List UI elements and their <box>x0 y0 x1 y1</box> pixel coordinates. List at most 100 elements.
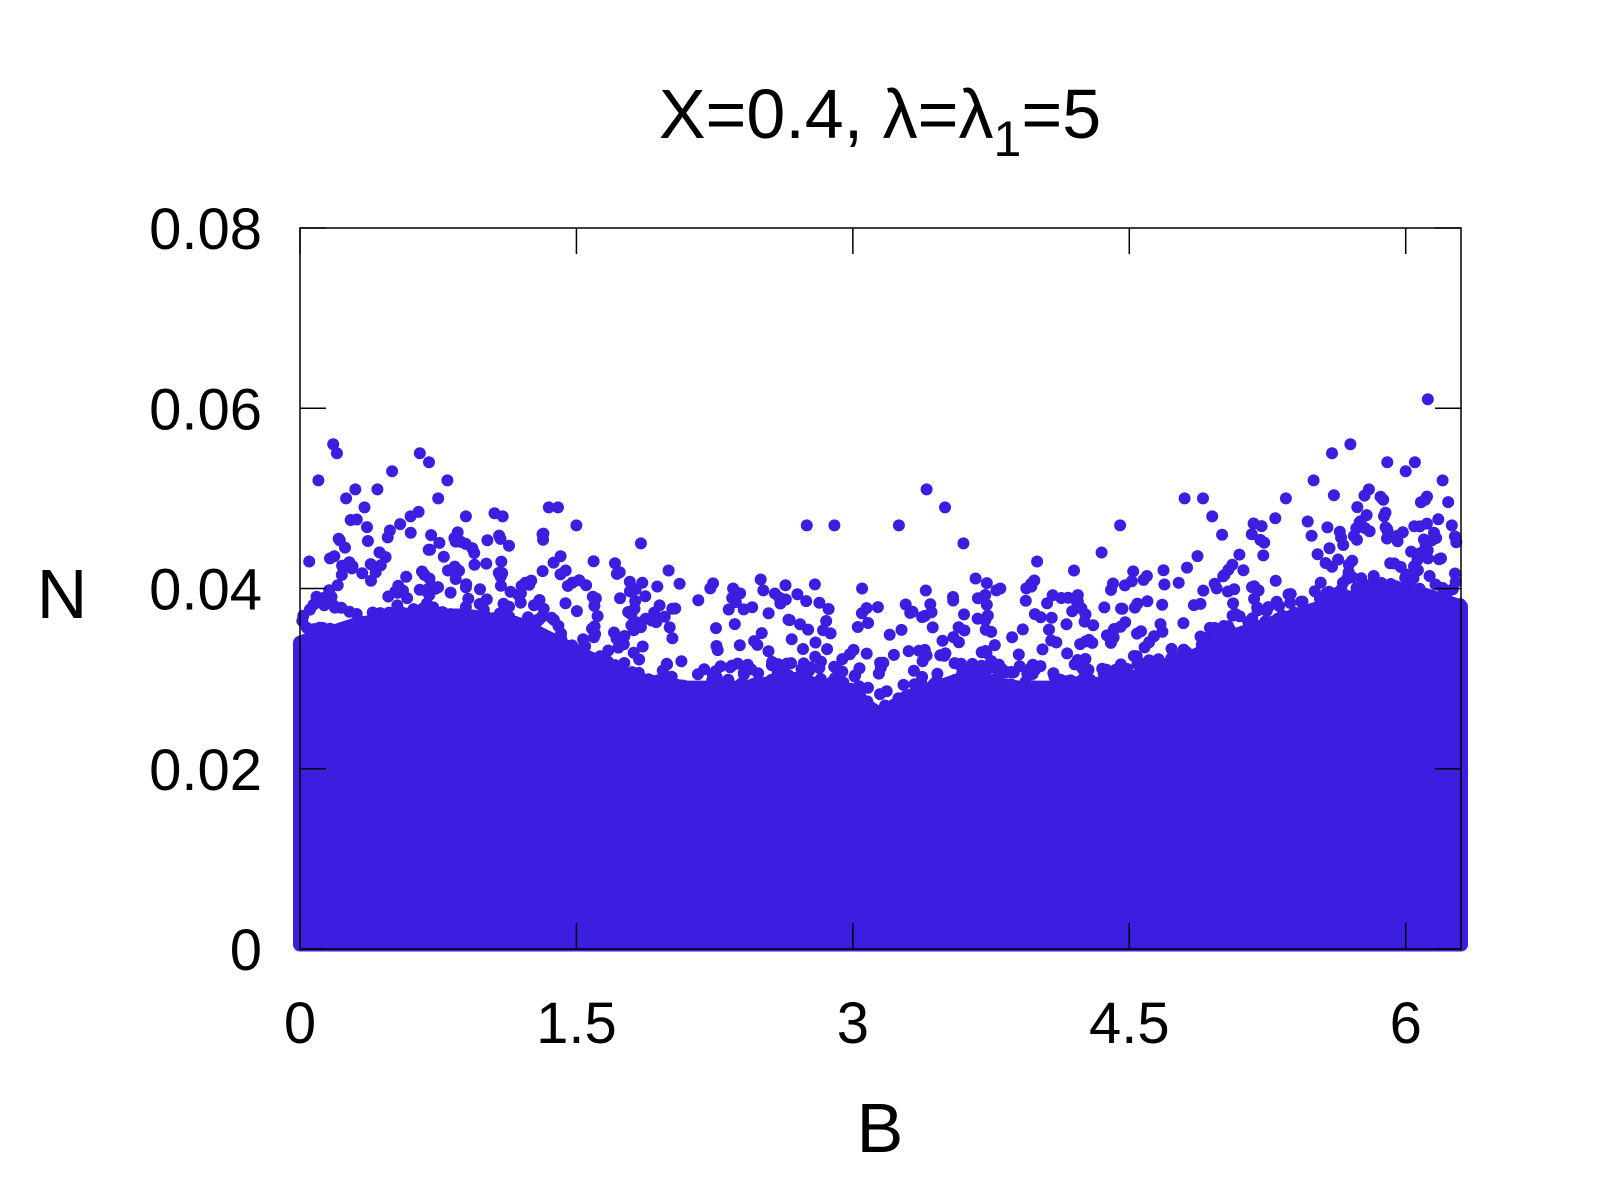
data-point-outlier <box>727 582 740 595</box>
data-point <box>617 638 630 651</box>
data-point <box>1133 669 1146 682</box>
data-point <box>953 659 966 671</box>
data-point <box>1195 638 1208 651</box>
data-point <box>809 636 822 649</box>
data-point <box>391 586 404 599</box>
data-point <box>1143 636 1156 649</box>
data-point <box>361 521 373 534</box>
data-point <box>1197 584 1210 597</box>
data-point-outlier <box>1436 474 1449 487</box>
data-point <box>407 603 420 616</box>
data-point <box>692 594 705 607</box>
data-point <box>1107 577 1119 590</box>
data-point <box>813 596 826 609</box>
data-point <box>652 674 665 687</box>
data-point <box>748 635 761 648</box>
data-point-outlier <box>386 465 399 478</box>
data-point <box>975 659 988 672</box>
data-point <box>777 668 789 681</box>
data-point <box>1066 605 1079 618</box>
data-point <box>661 658 673 671</box>
data-point <box>448 532 461 545</box>
data-point <box>425 529 438 542</box>
data-point <box>602 644 615 657</box>
data-point-outlier <box>303 555 316 568</box>
data-point <box>561 579 574 592</box>
data-point <box>808 578 821 591</box>
chart-title: X=0.4, λ=λ1=5 <box>659 75 1101 167</box>
data-point <box>1034 611 1047 624</box>
data-point <box>1433 553 1445 566</box>
data-point <box>1194 597 1207 610</box>
data-point <box>913 644 925 657</box>
data-point <box>1215 635 1228 647</box>
data-point <box>1006 631 1019 644</box>
data-point <box>1296 595 1309 608</box>
data-point <box>1423 570 1436 582</box>
data-point <box>344 619 357 632</box>
data-point-outlier <box>1408 456 1421 469</box>
data-point <box>907 664 920 677</box>
data-point <box>779 579 792 592</box>
data-point <box>394 518 407 531</box>
data-point <box>860 647 873 660</box>
data-point <box>1210 582 1223 595</box>
data-point <box>1137 573 1150 586</box>
data-point <box>1233 548 1246 561</box>
data-point <box>994 667 1007 680</box>
data-point <box>432 581 445 594</box>
data-point <box>1347 530 1360 542</box>
data-point <box>785 657 797 670</box>
data-point <box>949 673 961 686</box>
data-point <box>1430 532 1443 544</box>
data-point <box>1020 582 1033 595</box>
data-point <box>772 658 784 671</box>
data-point <box>1305 529 1318 542</box>
data-point <box>1449 567 1461 580</box>
data-point <box>1314 576 1327 589</box>
data-point <box>1284 596 1297 609</box>
data-point <box>1217 570 1230 583</box>
data-point <box>383 524 396 537</box>
data-point-outlier <box>1031 555 1044 568</box>
data-point <box>809 650 822 663</box>
data-point <box>1271 612 1284 625</box>
data-point <box>1116 602 1129 615</box>
data-point <box>1137 657 1150 670</box>
data-point <box>666 602 679 615</box>
data-point-outlier <box>423 456 435 469</box>
data-point <box>845 682 858 695</box>
data-point <box>936 634 949 647</box>
data-point <box>800 595 813 608</box>
data-point-outlier <box>754 573 767 586</box>
data-point <box>373 546 386 559</box>
data-point-outlier <box>1381 456 1394 469</box>
y-tick-label: 0.06 <box>149 377 262 442</box>
data-point-outlier <box>920 483 933 496</box>
data-point-outlier <box>800 519 813 532</box>
data-point <box>1222 620 1235 633</box>
data-point <box>1301 515 1314 528</box>
data-point <box>335 568 348 581</box>
data-point <box>926 621 939 634</box>
data-point <box>1426 591 1439 604</box>
data-point <box>1381 522 1393 535</box>
data-point <box>1060 618 1073 631</box>
data-point <box>427 601 440 614</box>
y-axis-ticks: 0 0.02 0.04 0.06 0.08 <box>149 197 1461 983</box>
data-point <box>433 536 446 549</box>
data-point <box>1036 681 1049 694</box>
x-axis-title: B <box>857 1089 904 1167</box>
data-point <box>503 539 515 552</box>
x-tick-label: 1.5 <box>536 991 617 1056</box>
dense-point-cloud <box>293 581 1468 952</box>
data-point <box>1384 557 1397 570</box>
data-point <box>1016 623 1029 636</box>
data-point <box>316 621 329 634</box>
data-point-outlier <box>662 564 675 577</box>
data-point <box>1043 623 1055 636</box>
data-point <box>1048 670 1061 683</box>
data-point <box>798 674 811 686</box>
data-point <box>1107 624 1120 637</box>
data-point <box>1308 585 1321 598</box>
